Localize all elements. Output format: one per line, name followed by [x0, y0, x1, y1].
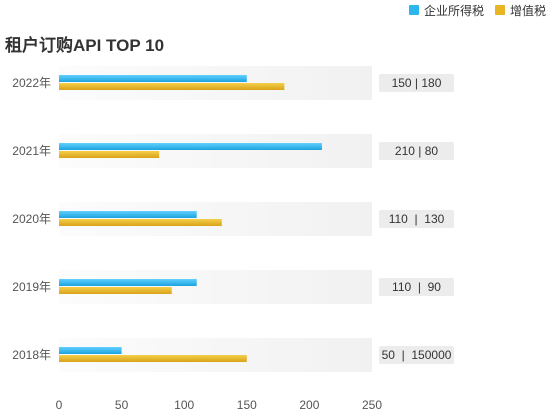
bar-series-1	[59, 287, 172, 294]
value-label-box	[379, 74, 454, 92]
value-label-box	[379, 142, 454, 160]
bar-series-0	[59, 211, 197, 218]
legend-swatch-series-1	[495, 5, 505, 15]
value-label: 110 | 130	[389, 212, 445, 226]
legend: 企业所得税 增值税	[409, 3, 546, 18]
bar-series-0	[59, 143, 322, 150]
x-tick-label: 250	[362, 398, 382, 412]
value-label: 150 | 180	[392, 76, 442, 90]
chart-title: 租户订购API TOP 10	[5, 35, 164, 55]
legend-label-series-0: 企业所得税	[424, 3, 484, 18]
x-tick-label: 200	[299, 398, 319, 412]
legend-swatch-series-0	[409, 5, 419, 15]
x-tick-label: 100	[174, 398, 194, 412]
category-label: 2019年	[12, 280, 51, 294]
value-label: 110 | 90	[392, 280, 441, 294]
value-label: 50 | 150000	[382, 348, 452, 362]
value-label-box	[379, 210, 454, 228]
category-label: 2021年	[12, 144, 51, 158]
x-axis: 0 50 100 150 200 250	[56, 398, 383, 412]
legend-label-series-1: 增值税	[510, 3, 546, 18]
plot-area: 2022年 150 | 180 2021年 210 | 80 2020年 110 | 13…	[12, 66, 454, 372]
bar-series-0	[59, 279, 197, 286]
bar-series-1	[59, 151, 160, 158]
category-label: 2022年	[12, 76, 51, 90]
x-tick-label: 150	[237, 398, 257, 412]
category-label: 2018年	[12, 348, 51, 362]
bar-series-1	[59, 83, 285, 90]
category-label: 2020年	[12, 212, 51, 226]
x-tick-label: 50	[115, 398, 129, 412]
bar-series-1	[59, 355, 247, 362]
x-tick-label: 0	[56, 398, 63, 412]
bar-series-1	[59, 219, 222, 226]
value-label: 210 | 80	[395, 144, 438, 158]
value-label-box	[379, 278, 454, 296]
value-label-box	[379, 346, 454, 364]
bar-series-0	[59, 347, 122, 354]
bar-series-0	[59, 75, 247, 82]
